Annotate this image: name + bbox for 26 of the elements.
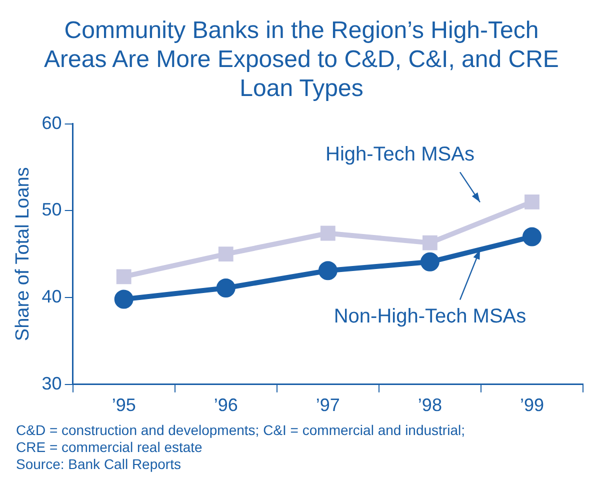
x-tick-label: ’99 [520, 395, 544, 416]
text: CRE = commercial real estate [16, 439, 204, 456]
point [524, 194, 540, 210]
source-note: Source: Bank Call Reports [16, 456, 182, 473]
x-tick-label: ’96 [214, 395, 238, 416]
y-tick-label: 50 [42, 200, 62, 220]
y-tick-label: 30 [42, 373, 62, 394]
point [320, 226, 336, 241]
point [114, 290, 134, 309]
point [420, 252, 440, 272]
point [422, 235, 438, 250]
text: C&D = construction and developments; C&I = commercial and industrial; [16, 422, 466, 439]
x-tick-label: ’98 [418, 395, 442, 416]
point [318, 261, 338, 280]
chart-title: Community Banks in the Region’s High-Tech Areas Are More Exposed to C&D, C&I, and CRE Loan Types [43, 16, 560, 104]
point [116, 269, 132, 284]
point [218, 246, 234, 262]
point [522, 227, 542, 246]
x-tick-label: ’95 [112, 395, 136, 416]
text: High-Tech MSAs [326, 144, 474, 166]
point [216, 278, 236, 298]
y-tick-label: 60 [42, 112, 62, 133]
series-label: Non-High-Tech MSAs [334, 305, 526, 328]
y-axis-title: Share of Total Loans [12, 167, 34, 342]
y-tick-label: 40 [42, 286, 62, 306]
x-tick-label: ’97 [316, 395, 340, 416]
